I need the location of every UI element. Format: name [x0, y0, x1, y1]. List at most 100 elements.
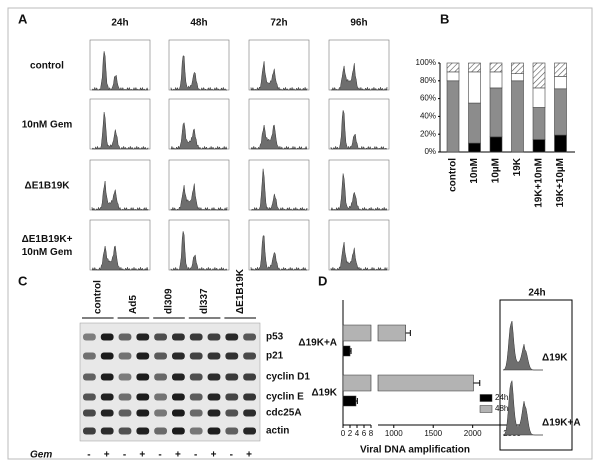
inset-frame [499, 299, 573, 451]
bar-segment [468, 142, 481, 153]
band [225, 409, 239, 417]
treatment-sign: - [123, 450, 126, 461]
band [83, 427, 96, 435]
bar-segment [446, 71, 460, 82]
band [136, 427, 150, 435]
histogram-frame [328, 219, 390, 271]
x-tick-label: 6 [362, 429, 367, 438]
blot-background [79, 322, 261, 442]
bar-segment [446, 62, 460, 73]
band [225, 373, 239, 381]
band [243, 409, 256, 417]
bar-segment [532, 62, 546, 89]
band [154, 333, 167, 341]
band [172, 427, 185, 435]
column-label: 72h [270, 18, 287, 29]
inset-label: Δ19K [542, 353, 568, 364]
histogram-trace [91, 51, 149, 91]
band [118, 427, 132, 435]
band [207, 373, 221, 381]
bar-segment [468, 71, 481, 104]
bar-segment [511, 73, 524, 82]
y-tick-label: 100% [416, 58, 436, 67]
histogram-trace [170, 231, 228, 271]
band-label: actin [266, 426, 289, 437]
band [172, 352, 185, 360]
histogram-frame [89, 219, 151, 271]
row-label: ΔE1B19K [25, 181, 71, 192]
error-bar [405, 330, 411, 336]
band [83, 409, 96, 417]
y-tick-label: 80% [420, 76, 436, 85]
y-tick-label: 60% [420, 94, 436, 103]
x-tick-label: 1500 [424, 429, 442, 438]
band [100, 352, 114, 360]
band [189, 373, 203, 381]
histogram-trace [330, 110, 388, 150]
histogram-frame [248, 219, 310, 271]
x-tick-label: 8 [369, 429, 374, 438]
row-label: 10nM Gem [22, 120, 73, 131]
histogram-frame [168, 159, 230, 211]
x-tick-label: control [448, 158, 459, 192]
treatment-sign: + [175, 450, 181, 461]
error-bar [350, 348, 352, 354]
x-tick-label: 19K+10nM [534, 158, 545, 208]
x-axis-label: Viral DNA amplification [360, 445, 470, 456]
band-label: cyclin D1 [266, 372, 310, 383]
band [172, 409, 185, 417]
bar-segment [554, 76, 567, 90]
band [172, 393, 185, 401]
y-tick-label: 0% [424, 147, 436, 156]
panel-letter: B [440, 11, 449, 26]
inset-histogram [502, 379, 543, 436]
panel-letter: C [18, 273, 28, 288]
band [189, 409, 203, 417]
row-label: control [30, 61, 64, 72]
band [136, 409, 150, 417]
band [118, 333, 132, 341]
y-tick-label: Δ19K+A [298, 338, 337, 349]
histogram-trace [330, 242, 388, 271]
band [189, 393, 203, 401]
treatment-sign: + [139, 450, 145, 461]
histogram-trace [330, 63, 388, 91]
band [118, 409, 132, 417]
histogram-frame [168, 98, 230, 150]
legend-label: 24h [495, 393, 508, 402]
histogram-frame [168, 219, 230, 271]
lane-label: dl337 [199, 288, 210, 314]
band-label: cyclin E [266, 392, 304, 403]
histogram-frame [328, 98, 390, 150]
band [207, 333, 221, 341]
band [243, 352, 256, 360]
band [207, 409, 221, 417]
histogram-frame [168, 39, 230, 91]
x-tick-label: 19K+10µM [555, 158, 566, 207]
x-tick-label: 1000 [385, 429, 403, 438]
bar [342, 374, 474, 392]
band [100, 333, 114, 341]
figure-border [7, 7, 593, 460]
bar [342, 324, 406, 342]
lane-label: ΔE1B19K [235, 268, 246, 314]
histogram-frame [89, 39, 151, 91]
lane-label: dl309 [164, 288, 175, 314]
treatment-sign: - [158, 450, 161, 461]
histogram-frame [248, 159, 310, 211]
band [225, 333, 239, 341]
bar-segment [489, 136, 503, 153]
bar-segment [468, 62, 481, 73]
band [118, 393, 132, 401]
error-bar [473, 380, 481, 386]
band [154, 352, 167, 360]
histogram-trace [250, 235, 308, 271]
band [100, 409, 114, 417]
band [83, 373, 96, 381]
x-tick-label: 2 [348, 429, 353, 438]
y-tick-label: 20% [420, 129, 436, 138]
band [100, 393, 114, 401]
band [189, 333, 203, 341]
histogram-trace [250, 168, 308, 211]
